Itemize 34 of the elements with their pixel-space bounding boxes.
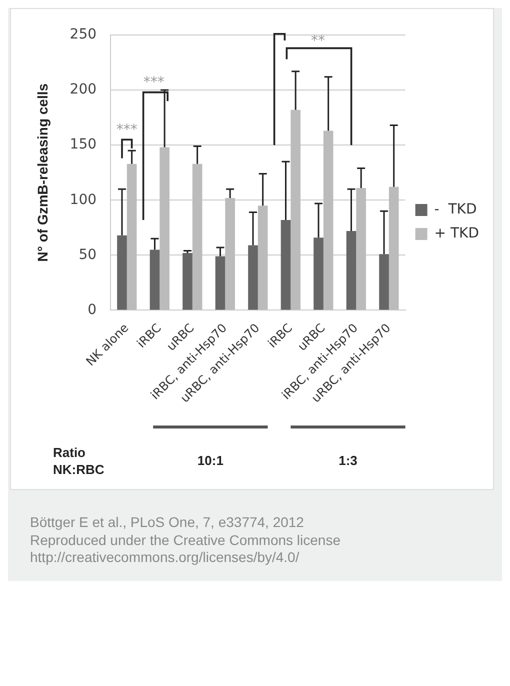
legend-label: + TKD xyxy=(434,226,480,242)
bar xyxy=(248,245,258,310)
annotation: ** xyxy=(310,32,325,49)
bar xyxy=(280,220,291,310)
annotation: *** xyxy=(143,74,164,91)
text: 10:1 xyxy=(197,453,224,468)
bar xyxy=(192,164,202,310)
y-axis-title: N° of GzmB-releasing cells xyxy=(34,83,50,262)
annotation: *** xyxy=(116,122,138,138)
text: 1:3 xyxy=(338,453,358,468)
bar xyxy=(225,198,235,310)
bar xyxy=(314,238,324,310)
legend-label: - TKD xyxy=(434,202,477,218)
y-tick-label: 250 xyxy=(70,26,97,43)
bar xyxy=(346,230,356,310)
y-tick-label: 100 xyxy=(70,192,97,208)
bar xyxy=(117,235,127,310)
bar xyxy=(356,188,366,310)
bar xyxy=(182,252,192,310)
bar xyxy=(160,147,170,310)
text: Böttger E et al., PLoS One, 7, e33774, 2012 Reproduced under the Creative Commons license http://creativecommons.org/licenses/by/4.0/ xyxy=(29,513,342,567)
y-tick-label: 0 xyxy=(88,302,97,318)
bar xyxy=(323,130,334,310)
bar xyxy=(215,256,226,310)
bar xyxy=(258,206,268,310)
bar xyxy=(379,254,389,310)
y-tick-label: 50 xyxy=(78,246,97,263)
bar xyxy=(388,186,399,310)
bar xyxy=(290,110,300,310)
bar xyxy=(150,250,160,310)
y-tick-label: 200 xyxy=(70,82,97,98)
text: Ratio NK:RBC xyxy=(53,445,105,477)
y-tick-label: 150 xyxy=(70,136,97,153)
bar xyxy=(126,164,137,310)
